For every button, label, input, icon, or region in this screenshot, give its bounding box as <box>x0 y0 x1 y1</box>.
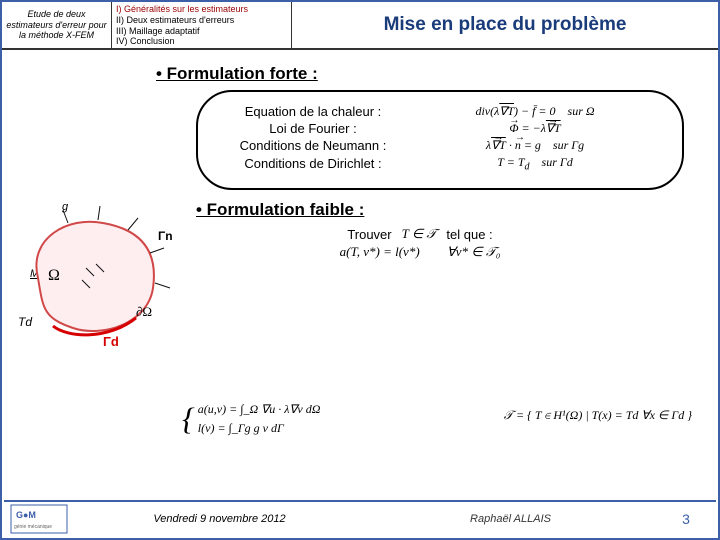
eq-label: Conditions de Neumann : <box>218 138 408 153</box>
eq-label: Conditions de Dirichlet : <box>218 156 408 171</box>
eq-label: Loi de Fourier : <box>218 121 408 136</box>
eq-fourier: Φ = −λ∇T <box>408 121 662 136</box>
header-outline: I) Généralités sur les estimateurs II) D… <box>112 2 292 48</box>
footer-author: Raphaël ALLAIS <box>365 513 656 525</box>
weak-bilinear: a(T, v*) = l(v*) <box>340 244 420 260</box>
diagram-gn-label: Γn <box>158 229 173 243</box>
domain-diagram: g Γn Ω ∂Ω Td Γd <box>8 198 178 348</box>
footer-date: Vendredi 9 novembre 2012 <box>74 513 365 525</box>
brace-a: a(u,v) = ∫_Ω ∇u · λ∇v dΩ <box>198 402 321 416</box>
diagram-domega-label: ∂Ω <box>136 304 152 319</box>
eq-row-heat: Equation de la chaleur : div(λ∇T) − f̄ =… <box>218 104 662 119</box>
header-study-title: Etude de deux estimateurs d'erreur pour … <box>2 2 112 48</box>
slide: Etude de deux estimateurs d'erreur pour … <box>0 0 720 540</box>
weak-T-in-T: T ∈ 𝒯 <box>402 226 437 242</box>
eq-row-neumann: Conditions de Neumann : λ∇T · n = g sur … <box>218 138 662 153</box>
diagram-td-label: Td <box>18 315 32 329</box>
section-weak: • Formulation faible : <box>196 200 704 220</box>
diagram-g-label: g <box>62 201 69 213</box>
weak-such-that: tel que : <box>446 227 492 242</box>
weak-eq-row: a(T, v*) = l(v*) ∀v* ∈ 𝒯₀ <box>136 244 704 260</box>
footer: G●M génie mécanique Vendredi 9 novembre … <box>4 500 716 536</box>
body: • Formulation forte : Equation de la cha… <box>2 50 718 280</box>
space-definition: 𝒯 = { T ∈ H¹(Ω) | T(x) = Td ∀x ∈ Γd } <box>504 408 692 423</box>
eq-heat: div(λ∇T) − f̄ = 0 sur Ω <box>408 104 662 119</box>
outline-item-1: I) Généralités sur les estimateurs <box>116 4 287 15</box>
section-strong: • Formulation forte : <box>156 64 704 84</box>
eq-label: Equation de la chaleur : <box>218 104 408 119</box>
svg-text:G●M: G●M <box>16 510 36 520</box>
brace-l: l(v) = ∫_Γg g v dΓ <box>198 421 284 435</box>
eq-row-fourier: Loi de Fourier : Φ = −λ∇T <box>218 121 662 136</box>
strong-formulation-box: Equation de la chaleur : div(λ∇T) − f̄ =… <box>196 90 684 190</box>
weak-find-label: Trouver <box>347 227 391 242</box>
eq-dirichlet: T = Td sur Γd <box>408 155 662 172</box>
svg-text:génie mécanique: génie mécanique <box>14 524 52 530</box>
footer-page: 3 <box>656 511 716 527</box>
outline-item-3: III) Maillage adaptatif <box>116 26 287 37</box>
weak-forall: ∀v* ∈ 𝒯₀ <box>447 244 500 260</box>
diagram-omega-label: Ω <box>48 267 60 284</box>
outline-item-2: II) Deux estimateurs d'erreurs <box>116 15 287 26</box>
brace-definitions: { a(u,v) = ∫_Ω ∇u · λ∇v dΩ l(v) = ∫_Γg g… <box>182 400 320 438</box>
outline-item-4: IV) Conclusion <box>116 36 287 47</box>
eq-neumann: λ∇T · n = g sur Γg <box>408 138 662 153</box>
eq-row-dirichlet: Conditions de Dirichlet : T = Td sur Γd <box>218 155 662 172</box>
page-title: Mise en place du problème <box>292 2 718 48</box>
header: Etude de deux estimateurs d'erreur pour … <box>2 2 718 50</box>
weak-find-row: Trouver T ∈ 𝒯 tel que : <box>136 226 704 242</box>
diagram-gd-label: Γd <box>103 334 119 348</box>
logo-icon: G●M génie mécanique <box>10 504 68 534</box>
